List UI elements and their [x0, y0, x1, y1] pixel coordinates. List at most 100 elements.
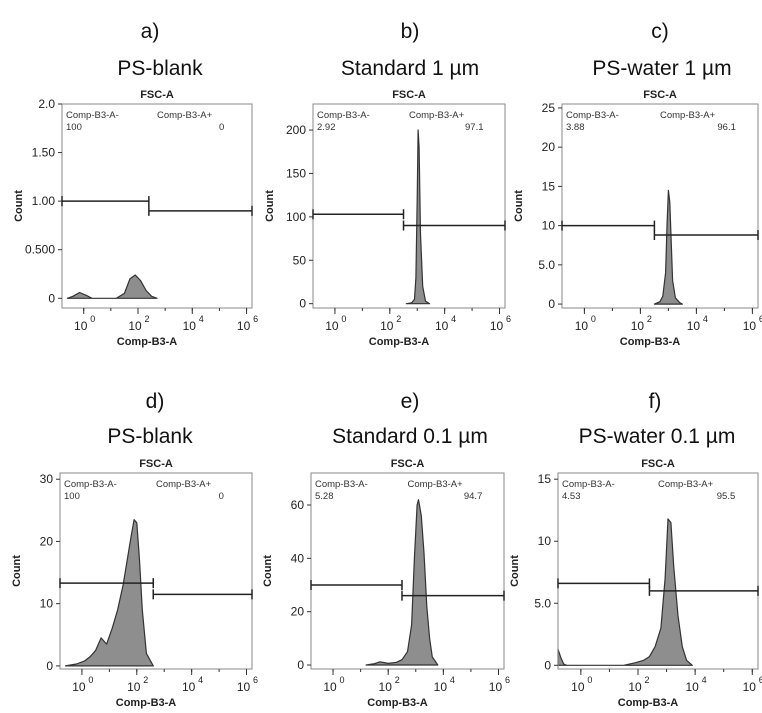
x-tick-label: 10 — [489, 680, 503, 694]
gate-percent: 2.92 — [317, 122, 336, 133]
gate-positive: Comp-B3-A+ 0 — [148, 110, 253, 216]
y-tick-label: 10 — [538, 534, 552, 548]
x-axis-label: Comp-B3-A — [369, 336, 430, 348]
x-tick-label: 10 — [743, 319, 757, 333]
x-tick-exponent: 4 — [198, 675, 203, 685]
chart-panel-c: c)PS-water 1 µmFSC-AComp-B3-A-3.88Comp-B… — [513, 20, 762, 348]
x-tick-label: 10 — [72, 680, 86, 694]
plot-frame — [312, 103, 506, 309]
y-axis-label: Count — [264, 190, 276, 222]
x-tick-label: 10 — [687, 319, 701, 333]
y-tick-label: 1.50 — [32, 146, 56, 160]
x-tick-exponent: 2 — [395, 675, 400, 685]
y-tick-label: 10 — [40, 597, 54, 611]
x-tick-exponent: 4 — [702, 675, 707, 685]
y-tick-label: 20 — [40, 534, 54, 548]
x-axis-label: Comp-B3-A — [620, 336, 681, 348]
gate-name: Comp-B3-A- — [566, 110, 619, 121]
x-tick-exponent: 0 — [341, 314, 346, 324]
gate-percent: 96.1 — [717, 122, 736, 133]
x-tick-label: 10 — [631, 319, 645, 333]
y-tick-label: 50 — [293, 253, 307, 267]
x-tick-label: 10 — [325, 319, 339, 333]
y-tick-label: 5.0 — [534, 596, 551, 610]
plot-frame — [561, 103, 759, 309]
plot-label: FSC-A — [641, 458, 675, 470]
x-axis-label: Comp-B3-A — [117, 336, 178, 348]
y-tick-label: 200 — [286, 123, 306, 137]
x-tick-label: 10 — [434, 680, 448, 694]
x-tick-exponent: 6 — [506, 314, 511, 324]
x-tick-label: 10 — [127, 680, 141, 694]
histogram-series — [405, 129, 431, 305]
gate-negative: Comp-B3-A-3.88 — [561, 110, 656, 231]
histogram-series — [557, 518, 693, 666]
x-tick-label: 10 — [628, 680, 642, 694]
y-tick-label: 15 — [542, 179, 556, 193]
y-tick-label: 30 — [40, 472, 54, 486]
panel-letter: e) — [401, 390, 420, 413]
x-axis-label: Comp-B3-A — [618, 697, 679, 709]
gate-name: Comp-B3-A- — [66, 110, 119, 121]
panel-letter: c) — [651, 20, 669, 43]
x-tick-exponent: 2 — [647, 314, 652, 324]
gate-percent: 0 — [219, 491, 224, 502]
gate-positive: Comp-B3-A+95.5 — [648, 479, 759, 596]
x-tick-label: 10 — [490, 319, 504, 333]
gate-name: Comp-B3-A- — [315, 479, 368, 490]
x-tick-exponent: 0 — [340, 675, 345, 685]
x-tick-label: 10 — [685, 680, 699, 694]
x-tick-label: 10 — [237, 680, 251, 694]
x-tick-label: 10 — [743, 680, 757, 694]
plot-label: FSC-A — [140, 89, 174, 101]
gate-name: Comp-B3-A+ — [156, 479, 212, 490]
gate-percent: 95.5 — [717, 491, 736, 502]
y-tick-label: 2.0 — [38, 97, 55, 111]
panel-title: Standard 1 µm — [341, 57, 479, 80]
gate-negative: Comp-B3-A-2.92 — [312, 110, 405, 220]
x-tick-label: 10 — [182, 680, 196, 694]
chart-panel-f: f)PS-water 0.1 µmFSC-AComp-B3-A-4.53Comp… — [509, 390, 762, 709]
x-tick-label: 10 — [74, 319, 88, 333]
panel-letter: f) — [649, 390, 662, 413]
gate-name: Comp-B3-A+ — [408, 479, 464, 490]
y-tick-label: 25 — [542, 101, 556, 115]
x-tick-exponent: 2 — [396, 314, 401, 324]
gate-percent: 100 — [64, 491, 80, 502]
x-axis-label: Comp-B3-A — [116, 697, 177, 709]
plot-frame — [59, 472, 253, 670]
panel-letter: a) — [141, 20, 160, 43]
panel-title: PS-water 0.1 µm — [579, 425, 736, 448]
x-tick-exponent: 2 — [144, 314, 149, 324]
gate-negative: Comp-B3-A-5.28 — [310, 479, 403, 590]
panel-title: PS-water 1 µm — [592, 57, 731, 80]
x-tick-exponent: 6 — [253, 314, 258, 324]
x-tick-exponent: 4 — [703, 314, 708, 324]
gate-percent: 3.88 — [566, 122, 585, 133]
panel-letter: b) — [401, 20, 420, 43]
x-tick-exponent: 6 — [759, 314, 762, 324]
gate-percent: 0 — [219, 122, 224, 133]
x-tick-exponent: 0 — [90, 314, 95, 324]
panel-title: Standard 0.1 µm — [332, 425, 488, 448]
y-tick-label: 1.00 — [32, 194, 56, 208]
x-tick-exponent: 4 — [450, 675, 455, 685]
x-tick-label: 10 — [571, 680, 585, 694]
plot-label: FSC-A — [139, 458, 173, 470]
panel-letter: d) — [146, 390, 165, 413]
x-tick-exponent: 0 — [88, 675, 93, 685]
x-tick-label: 10 — [183, 319, 197, 333]
gate-name: Comp-B3-A+ — [409, 110, 465, 121]
plot-label: FSC-A — [391, 458, 425, 470]
gate-positive: Comp-B3-A+94.7 — [401, 479, 505, 601]
plot-label: FSC-A — [392, 89, 426, 101]
y-tick-label: 5.0 — [538, 258, 555, 272]
x-tick-label: 10 — [575, 319, 589, 333]
chart-panel-e: e)Standard 0.1 µmFSC-AComp-B3-A-5.28Comp… — [262, 390, 510, 709]
y-tick-label: 0 — [544, 658, 551, 672]
x-tick-label: 10 — [379, 680, 393, 694]
x-tick-exponent: 6 — [505, 675, 510, 685]
gate-percent: 100 — [66, 122, 82, 133]
y-axis-label: Count — [11, 555, 23, 587]
